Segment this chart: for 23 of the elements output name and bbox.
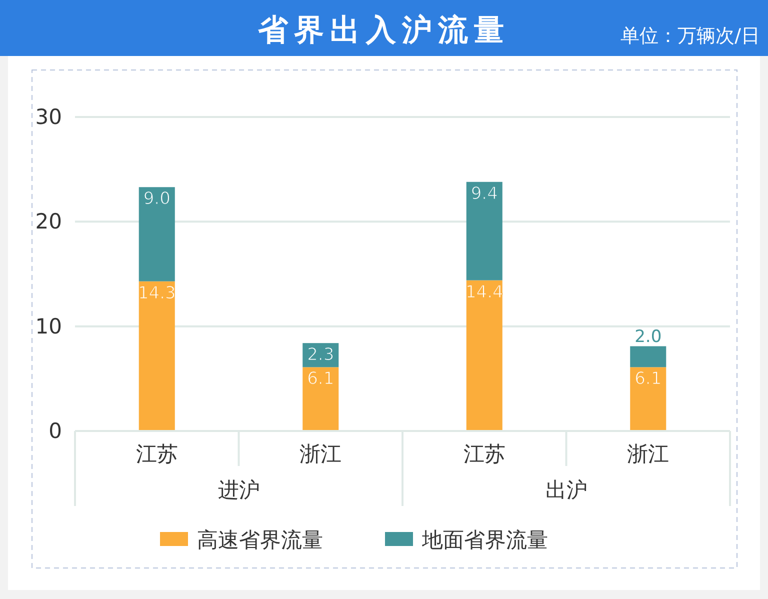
x-tick-label: 浙江 <box>627 442 670 466</box>
legend-label: 地面省界流量 <box>421 528 548 552</box>
text: 出沪 <box>545 478 588 502</box>
x-tick-label: 浙江 <box>300 442 342 466</box>
text: 进沪 <box>218 478 260 502</box>
data-label: 2.0 <box>634 327 662 348</box>
bar <box>630 346 666 368</box>
bar <box>302 367 339 431</box>
chart-subtitle: 单位：万辆次/日 <box>620 25 760 47</box>
y-tick-label: 20 <box>35 210 62 234</box>
bar <box>630 367 666 431</box>
legend-label: 高速省界流量 <box>197 528 323 552</box>
bar <box>138 281 175 431</box>
bar <box>466 182 502 280</box>
x-tick-label: 江苏 <box>136 442 178 466</box>
x-tick-label: 江苏 <box>463 442 506 466</box>
chart-title: 省界出入沪流量 <box>257 13 510 48</box>
y-tick-label: 0 <box>48 419 62 443</box>
y-tick-label: 30 <box>35 105 62 129</box>
y-tick-label: 10 <box>35 314 62 338</box>
bar <box>466 280 502 431</box>
data-label: 2.3 <box>307 345 334 366</box>
bar <box>138 187 175 282</box>
